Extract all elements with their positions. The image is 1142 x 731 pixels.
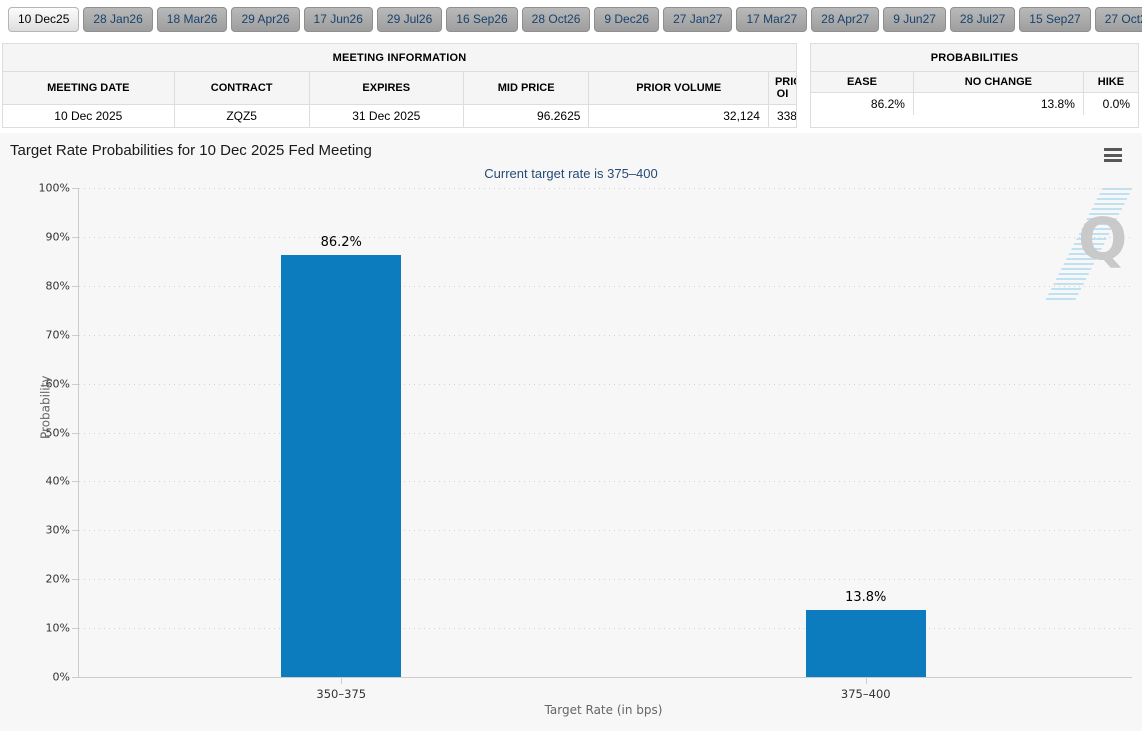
tab-button[interactable]: 28 Apr27 [811,7,880,32]
table-cell: 31 Dec 2025 [308,104,464,127]
y-axis-tick [72,334,78,336]
y-axis-tick [72,188,78,189]
table-cell: 338,320 [767,104,796,127]
tab-button[interactable]: 16 Sep26 [446,7,518,32]
gridline [79,579,1132,581]
tab-button[interactable]: 29 Apr26 [231,7,300,32]
x-axis-line [78,677,1132,678]
gridline [79,432,1132,434]
y-axis-tick [72,579,78,581]
tab-button[interactable]: 18 Mar26 [156,7,228,32]
meeting-information-header-row: MEETING DATE CONTRACT EXPIRES MID PRICE PRIO… [3,72,796,105]
probabilities-title: PROBABILITIES [811,44,1138,72]
meeting-information-value-row: 10 Dec 2025 ZQZ5 31 Dec 2025 96.2625 32,124 3… [3,104,796,127]
table-cell: 96.2625 [462,104,589,127]
bar: 86.2% [281,235,402,677]
probabilities-value-row: 86.2% 13.8% 0.0% [811,92,1138,115]
y-axis-label: 50% [45,426,70,439]
tab-button[interactable]: 29 Jul26 [376,7,443,32]
bar-value-label: 86.2% [320,235,362,251]
y-axis-label: 80% [45,279,70,293]
y-axis-tick [72,628,78,630]
y-axis-tick [72,285,78,287]
summary-tables-row: MEETING INFORMATION MEETING DATE CONTRACT… [2,43,1139,128]
y-axis-label: 90% [45,230,70,244]
tab-button[interactable]: 27 Oct27 [1094,7,1142,32]
x-axis-title: Target Rate (in bps) [544,703,663,717]
gridline [79,188,1132,189]
bar: 13.8% [805,590,926,677]
tab-button[interactable]: 15 Sep27 [1019,7,1091,32]
y-axis-label: 10% [45,621,70,635]
y-axis-label: 20% [45,572,70,586]
x-axis-label: 375–400 [840,687,891,701]
y-axis-tick [72,677,78,678]
meeting-information-table: MEETING INFORMATION MEETING DATE CONTRACT… [2,43,797,128]
gridline [79,383,1132,385]
table-header-cell: HIKE [1082,72,1138,93]
plot-area: 0% 10% 20% 30% 40% 50% 60% 70% 80% 90% 100% 86.2% 35… [39,182,1132,701]
y-axis-label: 100% [38,181,70,195]
y-axis-tick [72,530,78,532]
meeting-information-title: MEETING INFORMATION [3,44,796,72]
y-axis-title: Probability [38,375,53,439]
probabilities-table: PROBABILITIES EASE NO CHANGE HIKE 86.2% 13.… [810,43,1139,128]
tab-button[interactable]: 17 Jun26 [303,7,373,32]
tab-button[interactable]: 9 Dec26 [594,7,660,32]
tab-button[interactable]: 28 Jul27 [949,7,1016,32]
gridline [79,285,1132,287]
gridline [79,530,1132,532]
probabilities-header-row: EASE NO CHANGE HIKE [811,72,1138,93]
table-header-cell: MID PRICE [462,72,589,105]
bar-value-label: 13.8% [845,589,887,605]
chart-subtitle: Current target rate is 375–400 [484,166,658,181]
y-axis-tick [72,432,78,434]
table-header-cell: MEETING DATE [3,72,175,105]
y-axis-label: 40% [45,474,70,488]
table-cell: 13.8% [912,92,1084,115]
tab-button[interactable]: 17 Mar27 [736,7,808,32]
meeting-date-tabbar: 10 Dec25 28 Jan26 18 Mar26 29 Apr26 17 Jun26… [0,0,1142,38]
gridline [79,481,1132,483]
y-axis-label: 0% [52,670,70,684]
x-axis-tick [865,678,867,684]
y-axis-label: 30% [45,523,70,537]
table-header-cell: CONTRACT [173,72,310,105]
table-cell: 86.2% [811,92,914,115]
target-rate-probability-chart: Target Rate Probabilities for 10 Dec 202… [0,133,1142,731]
tab-button[interactable]: 28 Jan26 [83,7,153,32]
tab-button[interactable]: 9 Jun27 [883,7,946,32]
gridline [79,628,1132,630]
table-cell: 0.0% [1082,92,1138,115]
table-header-cell: EASE [811,72,914,93]
chart-title: Target Rate Probabilities for 10 Dec 202… [10,142,372,159]
table-header-cell: NO CHANGE [912,72,1084,93]
table-header-cell: PRIOR VOLUME [588,72,769,105]
table-cell: 10 Dec 2025 [3,104,175,127]
gridline [79,236,1132,238]
table-cell: 32,124 [588,104,769,127]
x-axis-label: 350–375 [316,687,367,701]
tab-button[interactable]: 28 Oct26 [521,7,591,32]
hamburger-menu-icon[interactable] [1102,146,1124,167]
table-header-cell: EXPIRES [308,72,464,105]
y-axis-label: 60% [45,377,70,391]
x-axis-tick [341,678,343,684]
table-header-cell: PRIOR OI [767,72,796,105]
y-axis-tick [72,481,78,483]
y-axis-tick [72,236,78,238]
y-axis-line [78,188,79,677]
y-axis-label: 70% [45,328,70,342]
gridline [79,334,1132,336]
y-axis-tick [72,383,78,385]
table-cell: ZQZ5 [173,104,310,127]
tab-button[interactable]: 27 Jan27 [663,7,733,32]
tab-button[interactable]: 10 Dec25 [8,7,80,32]
